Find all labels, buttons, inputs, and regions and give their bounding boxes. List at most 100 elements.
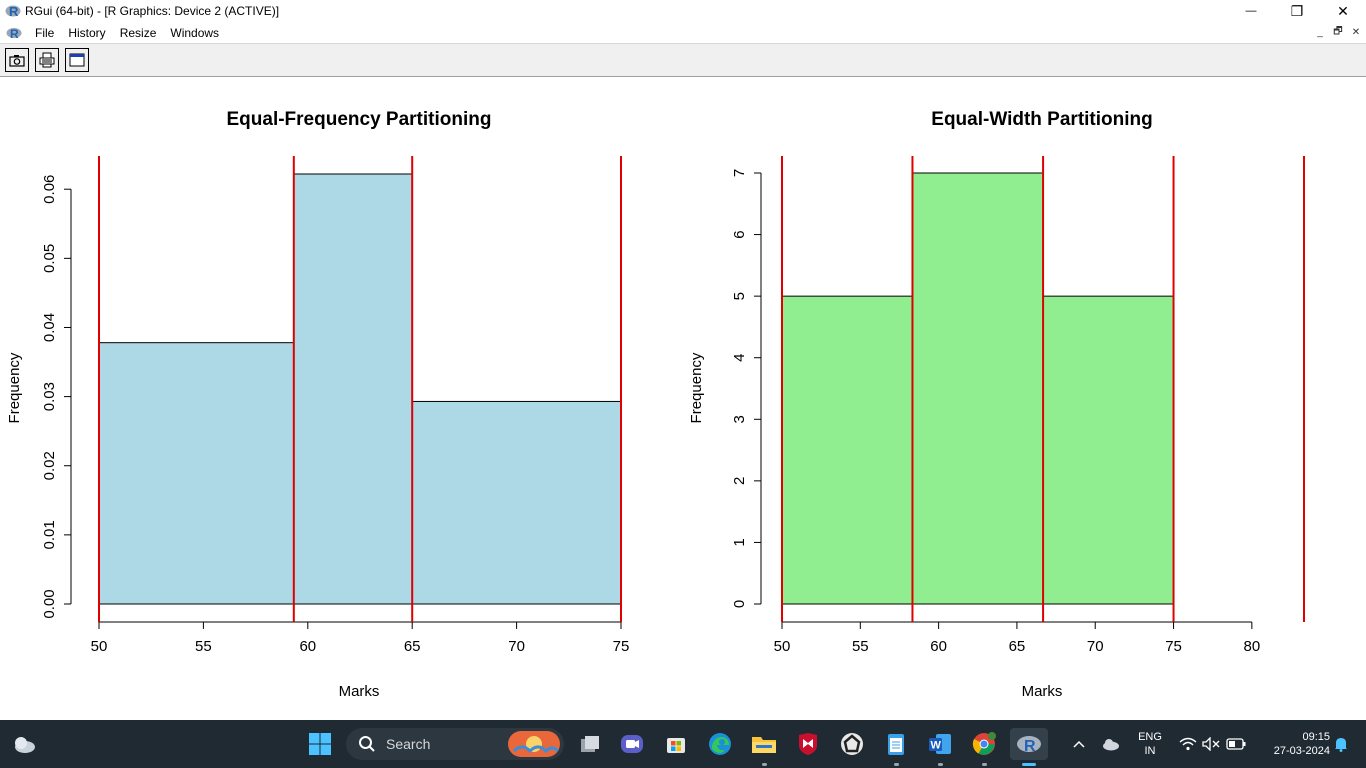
maximize-button[interactable]: ❐ [1274,0,1320,22]
mcafee-shield-icon [799,733,817,755]
y-tick-label: 0 [731,600,748,608]
x-tick-label: 60 [930,638,947,655]
x-tick-label: 55 [852,638,869,655]
print-button[interactable] [35,48,59,72]
chart-title: Equal-Frequency Partitioning [227,109,492,130]
x-tick-label: 50 [91,638,108,655]
notepad-button[interactable] [880,728,912,766]
language-label: ENG [1138,731,1162,743]
mdi-minimize-button[interactable]: _ [1317,26,1323,38]
running-indicator [938,763,943,766]
r-icon: R [1017,736,1041,754]
edge-button[interactable] [704,728,736,760]
region-label: IN [1144,745,1156,757]
chrome-button[interactable] [968,728,1000,766]
minimize-button[interactable]: — [1228,0,1274,22]
menu-history[interactable]: History [68,25,106,40]
y-tick-label: 0.05 [41,244,58,273]
y-tick-label: 0.01 [41,520,58,549]
title-bar: R RGui (64-bit) - [R Graphics: Device 2 … [0,0,1366,22]
onedrive-button[interactable] [1098,728,1124,760]
r-logo-icon[interactable]: R [6,26,22,40]
menu-windows[interactable]: Windows [170,25,220,40]
x-tick-label: 65 [1009,638,1026,655]
battery-button[interactable] [1223,728,1249,760]
bell-icon [1335,738,1347,752]
y-tick-label: 3 [731,415,748,423]
search-label: Search [386,736,431,752]
histogram-bar [1042,295,1175,605]
y-tick-label: 1 [731,538,748,546]
file-explorer-button[interactable] [748,728,780,766]
folder-icon [752,737,776,753]
video-call-icon [621,735,643,753]
mdi-restore-button[interactable]: 🗗 [1333,25,1343,37]
task-view-button[interactable] [574,728,606,760]
pinned-app-button[interactable] [836,728,868,760]
x-tick-label: 75 [613,638,630,655]
window-button[interactable] [65,48,89,72]
battery-icon [1226,738,1246,750]
taskbar-search[interactable]: Search [346,728,564,760]
x-tick-label: 70 [1087,638,1104,655]
active-indicator [1022,763,1036,766]
svg-text:R: R [9,4,19,19]
chevron-up-icon [1073,740,1085,748]
y-tick-label: 4 [731,354,748,362]
taskbar: Search [0,720,1366,768]
search-highlight-icon [508,731,560,757]
chrome-icon [972,732,996,755]
y-tick-label: 0.03 [41,382,58,411]
svg-text:R: R [10,27,19,40]
x-tick-label: 80 [1244,638,1261,655]
language-indicator[interactable]: ENG IN [1132,730,1168,758]
wifi-icon [1179,737,1197,751]
volume-button[interactable] [1199,728,1223,760]
store-button[interactable] [660,728,692,760]
r-gui-button[interactable]: R [1010,728,1048,766]
clock-time: 09:15 [1302,731,1330,743]
r-logo-icon: R [5,4,21,19]
window-controls: — ❐ ✕ [1228,0,1366,22]
x-tick-label: 75 [1165,638,1182,655]
svg-text:W: W [931,740,942,752]
camera-icon [9,55,25,67]
clock[interactable]: 09:15 27-03-2024 [1254,730,1330,758]
notifications-button[interactable] [1330,728,1352,760]
window-title: RGui (64-bit) - [R Graphics: Device 2 (A… [25,4,280,18]
store-icon [667,738,685,753]
histogram-bar [411,400,622,605]
x-axis-label: Marks [339,683,380,700]
meet-button[interactable] [616,728,648,760]
mcafee-button[interactable] [792,728,824,760]
equal-frequency-panel: Equal-Frequency Partitioning Marks Frequ… [6,109,629,700]
cloud-icon [1103,739,1119,751]
menu-resize[interactable]: Resize [119,25,157,40]
x-tick-label: 60 [299,638,316,655]
word-button[interactable]: W [924,728,956,766]
window-icon [69,53,85,67]
app-icon [841,733,863,755]
y-tick-label: 0.06 [41,175,58,204]
x-tick-label: 65 [404,638,421,655]
show-hidden-icons-button[interactable] [1068,728,1090,760]
copy-button[interactable] [5,48,29,72]
start-button[interactable] [304,728,336,760]
y-tick-label: 0.00 [41,589,58,618]
x-tick-label: 70 [508,638,525,655]
close-icon: ✕ [1337,2,1349,19]
printer-icon [39,52,55,68]
running-indicator [894,763,899,766]
menu-file[interactable]: File [35,25,55,40]
mdi-close-button[interactable]: ✕ [1351,26,1361,38]
minimize-icon: — [1245,5,1257,17]
close-button[interactable]: ✕ [1320,0,1366,22]
menu-bar: R File History Resize Windows [0,22,1366,43]
search-icon [359,736,375,752]
windows-start-icon [309,733,331,755]
y-axis-label: Frequency [688,352,705,423]
widgets-button[interactable] [8,728,40,760]
running-indicator [982,763,987,766]
wifi-button[interactable] [1176,728,1200,760]
mdi-controls: _ 🗗 ✕ [1312,25,1364,39]
